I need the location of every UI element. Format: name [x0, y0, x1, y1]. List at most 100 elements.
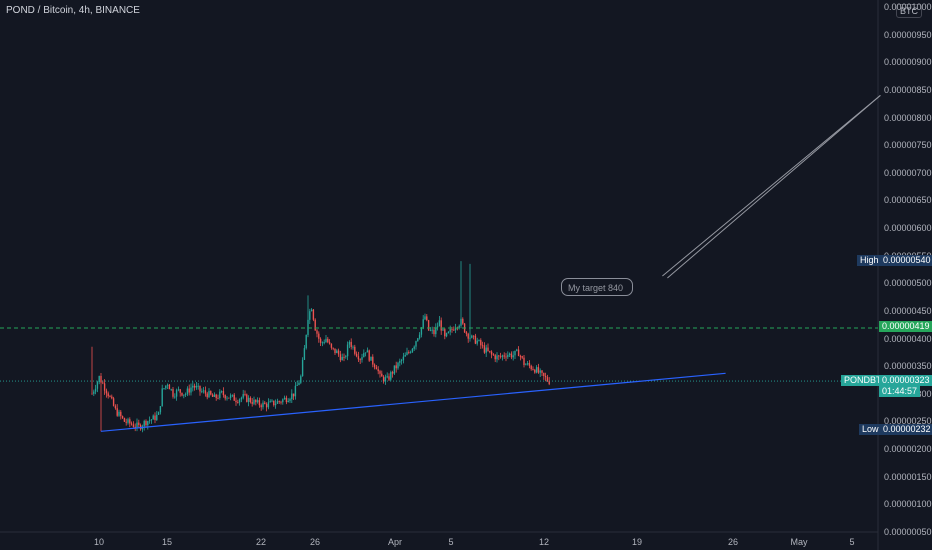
- time-tick-label: 26: [309, 537, 321, 547]
- candle-body: [451, 329, 453, 331]
- target-line: [667, 95, 881, 279]
- time-tick-label: 12: [538, 537, 550, 547]
- candle-body: [532, 369, 534, 370]
- candle-body: [384, 377, 387, 382]
- candle-body: [220, 391, 223, 392]
- candle-body: [229, 395, 232, 398]
- candle-body: [267, 402, 270, 408]
- candle-body: [265, 403, 268, 408]
- candle-body: [485, 347, 487, 353]
- candle-body: [386, 376, 388, 378]
- candle-body: [114, 405, 117, 409]
- candle-body: [188, 388, 190, 393]
- candle-body: [184, 394, 187, 396]
- target-annotation[interactable]: My target 840: [561, 278, 633, 296]
- candle-body: [337, 350, 340, 355]
- candle-body: [537, 367, 540, 373]
- candle-body: [508, 353, 511, 355]
- candle-body: [444, 329, 446, 337]
- time-tick-label: 5: [448, 537, 454, 547]
- candle-body: [278, 401, 280, 402]
- candle-body: [390, 372, 392, 380]
- candle-body: [462, 318, 464, 324]
- candle-body: [271, 400, 273, 402]
- candle-body: [247, 397, 250, 402]
- candle-body: [262, 402, 264, 408]
- candle-body: [256, 400, 259, 403]
- candle-body: [109, 396, 111, 397]
- candle-body: [157, 412, 160, 415]
- candle-body: [359, 359, 361, 361]
- candle-body: [116, 408, 118, 416]
- candle-body: [355, 353, 358, 357]
- candle-body: [424, 316, 426, 320]
- candle-body: [458, 325, 460, 328]
- candle-body: [228, 397, 230, 399]
- candle-body: [148, 420, 151, 422]
- candle-body: [483, 345, 486, 353]
- candle-body: [418, 334, 421, 339]
- candle-body: [300, 376, 302, 383]
- price-tick-label: 0.00000250: [884, 416, 932, 427]
- candle-body: [210, 391, 212, 395]
- candle-body: [213, 394, 216, 397]
- candle-body: [202, 390, 205, 392]
- candle-body: [471, 335, 473, 338]
- candle-body: [192, 385, 194, 388]
- candle-body: [163, 388, 165, 390]
- price-tick-label: 0.00000100: [884, 499, 932, 510]
- candle-body: [105, 390, 108, 394]
- candle-body: [282, 399, 284, 403]
- candle-body: [409, 352, 412, 354]
- candle-body: [334, 348, 336, 354]
- candle-body: [130, 423, 133, 425]
- candle-body: [321, 342, 324, 344]
- candle-body: [289, 399, 291, 401]
- candle-body: [420, 327, 423, 335]
- candle-body: [168, 384, 171, 390]
- candle-body: [175, 390, 178, 397]
- candle-body: [301, 359, 304, 377]
- candle-body: [134, 426, 136, 428]
- candle-body: [100, 375, 102, 383]
- candle-body: [460, 318, 462, 326]
- price-tick-label: 0.00000900: [884, 57, 932, 68]
- candle-body: [397, 362, 399, 369]
- time-tick-label: 5: [849, 537, 855, 547]
- price-tick-label: 0.00000850: [884, 84, 932, 95]
- price-tick-label: 0.00000150: [884, 471, 932, 482]
- candle-body: [546, 377, 549, 381]
- currency-badge[interactable]: BTC: [896, 4, 922, 18]
- candle-body: [125, 421, 127, 423]
- candle-body: [323, 342, 325, 344]
- candle-body: [201, 391, 203, 393]
- candle-body: [492, 354, 495, 356]
- candle-body: [204, 390, 207, 394]
- candle-body: [269, 401, 271, 403]
- candle-body: [150, 419, 153, 421]
- candle-body: [98, 375, 100, 383]
- candle-body: [391, 372, 394, 374]
- candle-body: [208, 391, 210, 398]
- candle-body: [413, 346, 415, 349]
- candle-body: [503, 355, 505, 357]
- candle-body: [316, 330, 318, 334]
- candle-body: [197, 385, 199, 387]
- price-tick-label: 0.00000500: [884, 278, 932, 289]
- candle-body: [541, 370, 543, 373]
- candle-body: [312, 309, 315, 320]
- candle-body: [287, 400, 289, 403]
- candle-body: [183, 394, 185, 396]
- candle-body: [215, 394, 217, 398]
- candle-body: [112, 398, 115, 406]
- candle-body: [507, 354, 509, 358]
- low-label: Low: [859, 424, 882, 435]
- candle-body: [440, 320, 442, 331]
- candle-body: [235, 400, 237, 403]
- candle-body: [496, 355, 498, 360]
- candle-body: [417, 338, 419, 342]
- candle-body: [499, 356, 502, 358]
- candle-body: [526, 363, 529, 365]
- candle-body: [388, 376, 390, 380]
